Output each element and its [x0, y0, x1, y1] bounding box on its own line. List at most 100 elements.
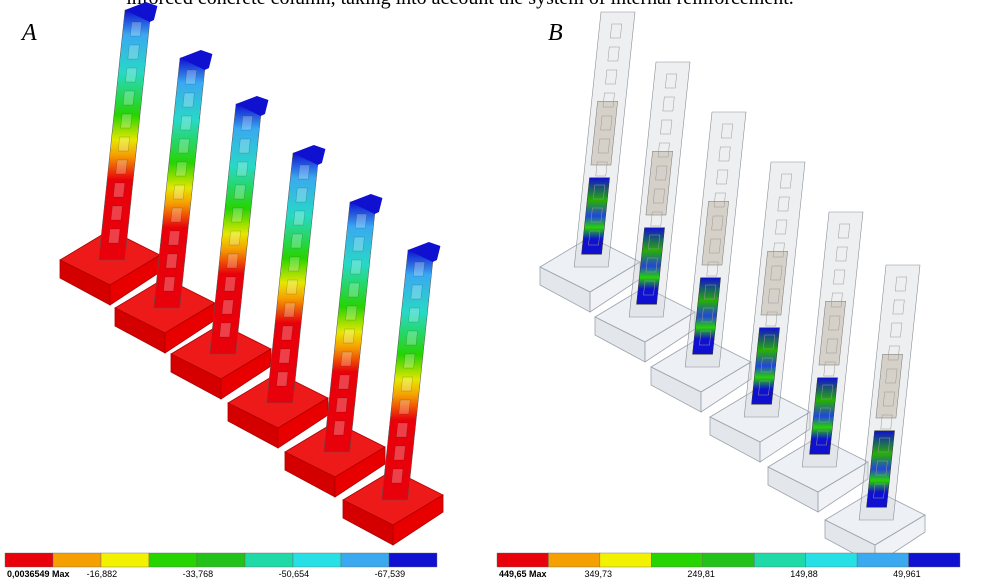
column-cap — [180, 50, 213, 70]
column-opening — [767, 288, 780, 304]
column-model — [650, 111, 752, 413]
column-opening — [410, 284, 423, 300]
column-opening — [335, 397, 348, 413]
colorbar-segment — [548, 552, 601, 568]
column-opening — [597, 138, 610, 154]
column-opening — [593, 184, 606, 200]
column-opening — [708, 238, 721, 254]
column-opening — [609, 23, 623, 39]
column-shaft — [98, 9, 152, 261]
column-opening — [347, 282, 360, 298]
colorbar-segment — [4, 552, 54, 568]
column-opening — [607, 46, 620, 62]
column-opening — [880, 414, 893, 430]
column-opening — [823, 361, 836, 377]
colorbar-label: -33,768 — [183, 569, 214, 579]
column-opening — [595, 161, 608, 177]
column-opening — [652, 188, 665, 204]
column-opening — [127, 44, 140, 60]
panel: A 0,0036549 Max -16,882 -33,768 -50,654 -67,5… — [4, 2, 444, 579]
column-shaft — [636, 227, 665, 305]
column-midsection — [590, 101, 618, 166]
colorbar-label: 349,73 — [584, 569, 612, 579]
column-model — [227, 145, 329, 449]
colorbar-segment — [340, 552, 390, 568]
column-model — [824, 264, 926, 566]
column-shaft — [323, 201, 377, 453]
colorbar-segment — [754, 552, 806, 568]
column-opening — [699, 330, 712, 346]
column-opening — [588, 230, 601, 246]
column-opening — [391, 468, 404, 484]
colorbar-segment — [388, 552, 438, 568]
column-opening — [340, 351, 353, 367]
column-opening — [825, 338, 838, 354]
column-opening — [821, 384, 834, 400]
colorbar-segment — [599, 552, 652, 568]
column-midsection — [875, 354, 903, 419]
column — [684, 111, 747, 368]
column-opening — [765, 311, 778, 327]
column-cap — [236, 96, 269, 116]
column-opening — [283, 302, 296, 318]
column-opening — [228, 230, 241, 246]
column — [98, 2, 158, 261]
colorbar-segment — [651, 552, 703, 568]
column-opening — [701, 307, 714, 323]
column-model — [342, 242, 444, 546]
column-opening — [873, 483, 886, 499]
column-opening — [288, 256, 301, 272]
column — [743, 161, 806, 418]
column-opening — [833, 269, 846, 285]
column-opening — [590, 207, 603, 223]
panel-label: A — [20, 20, 37, 46]
column-shaft — [153, 57, 207, 309]
colorbar-label: 0,0036549 Max — [7, 569, 70, 579]
column-opening — [108, 228, 121, 244]
colorbar-segment — [52, 552, 102, 568]
column-opening — [662, 96, 675, 112]
colorbar-segment — [496, 552, 549, 568]
foundation-front — [700, 361, 752, 413]
column-opening — [231, 207, 244, 223]
column-opening — [163, 276, 176, 292]
column-opening — [180, 115, 193, 131]
column-opening — [875, 460, 888, 476]
column-opening — [660, 119, 673, 135]
column-opening — [763, 334, 776, 350]
column — [801, 211, 864, 468]
column-opening — [718, 146, 731, 162]
column-opening — [657, 142, 670, 158]
column-opening — [350, 259, 363, 275]
column-opening — [224, 276, 237, 292]
colorbar-label: -67,539 — [375, 569, 406, 579]
colorbar-label: 449,65 Max — [499, 569, 547, 579]
column-opening — [398, 399, 411, 415]
colorbar-segment — [196, 552, 246, 568]
column-opening — [184, 69, 198, 85]
column-opening — [816, 430, 829, 446]
column-shaft — [381, 249, 435, 501]
column-opening — [285, 279, 298, 295]
panel-label: B — [548, 20, 563, 46]
column-opening — [240, 115, 254, 131]
column-opening — [777, 196, 790, 212]
colorbar-label: -50,654 — [279, 569, 310, 579]
column-opening — [400, 376, 413, 392]
column — [153, 50, 213, 309]
column-opening — [758, 380, 771, 396]
column-opening — [110, 205, 123, 221]
column-opening — [342, 328, 355, 344]
column-midsection — [760, 251, 788, 316]
column-opening — [882, 391, 895, 407]
column-opening — [175, 161, 188, 177]
column-opening — [403, 353, 416, 369]
column-opening — [281, 325, 294, 341]
column — [628, 61, 691, 318]
colorbar-segment — [292, 552, 342, 568]
column-opening — [293, 210, 306, 226]
column-opening — [182, 92, 195, 108]
column-opening — [177, 138, 190, 154]
column-opening — [837, 223, 851, 239]
column-opening — [168, 230, 181, 246]
